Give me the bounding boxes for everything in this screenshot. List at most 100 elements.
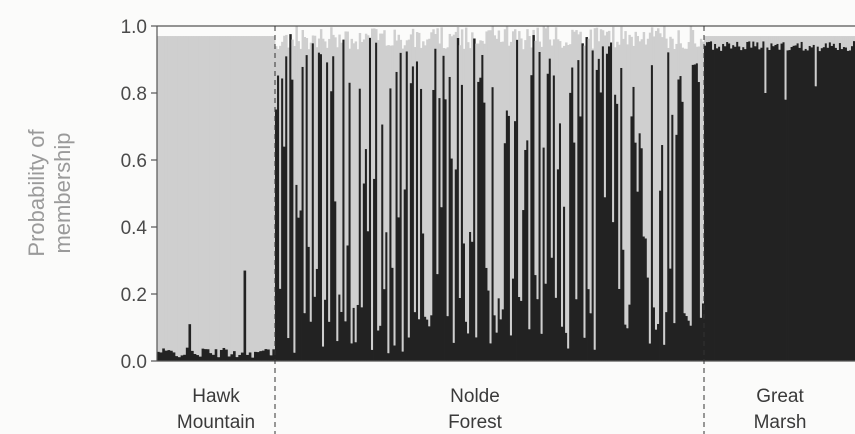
bar-dark	[808, 45, 812, 362]
bar-dark	[375, 42, 378, 362]
axes-frame	[156, 25, 855, 362]
bar-light	[235, 36, 239, 358]
bar-light	[850, 36, 854, 47]
bar-light	[710, 36, 713, 42]
bar-dark	[614, 94, 617, 362]
bar-light	[720, 36, 723, 51]
bar-light	[477, 43, 480, 82]
bar-dark	[436, 274, 439, 361]
bar-dark	[628, 304, 631, 361]
bar-dark	[718, 46, 721, 361]
bar-dark	[828, 42, 832, 361]
bar-dark	[622, 249, 625, 361]
group-label: Hawk	[192, 386, 240, 407]
bar-dark	[661, 145, 664, 361]
bar-dark	[714, 43, 717, 361]
bar-light	[428, 38, 431, 327]
bar-dark	[640, 148, 644, 361]
bar-dark	[540, 333, 544, 361]
bar-light	[616, 41, 619, 104]
bar-dark	[695, 63, 699, 362]
bar-light	[383, 30, 386, 290]
bar-light	[840, 36, 844, 50]
bar-dark	[848, 50, 852, 362]
bar-dark	[324, 299, 327, 361]
bar-light	[446, 47, 450, 317]
bar-light	[766, 36, 769, 48]
bar-light	[612, 26, 615, 223]
bar-dark	[272, 349, 276, 361]
bar-dark	[554, 297, 558, 361]
bar-light	[317, 38, 321, 53]
bar-light	[744, 36, 747, 50]
bar-light	[792, 36, 795, 46]
bar-light	[712, 36, 715, 50]
bar-dark	[477, 81, 480, 362]
bar-light	[254, 36, 258, 352]
bar-light	[697, 46, 701, 83]
bar-dark	[665, 312, 668, 361]
bar-light	[281, 41, 284, 79]
bar-dark	[219, 349, 223, 361]
bar-light	[264, 36, 268, 350]
bar-dark	[579, 116, 582, 361]
bar-dark	[520, 300, 523, 361]
bar-light	[462, 48, 466, 244]
bar-dark	[683, 313, 687, 361]
bar-dark	[780, 43, 783, 361]
bar-dark	[530, 75, 533, 362]
bar-dark	[217, 357, 221, 361]
bar-dark	[567, 348, 570, 361]
y-tick-label: 0.2	[121, 285, 147, 306]
bar-dark	[548, 58, 552, 361]
bar-dark	[344, 321, 347, 361]
bar-light	[786, 36, 789, 51]
bar-light	[243, 36, 247, 271]
bar-light	[269, 36, 273, 356]
bar-light	[667, 47, 670, 53]
bar-dark	[193, 354, 197, 361]
bar-dark	[742, 47, 745, 362]
bar-light	[732, 36, 735, 46]
bar-light	[679, 43, 682, 77]
bar-dark	[287, 338, 290, 361]
bar-dark	[446, 316, 450, 361]
bar-dark	[708, 41, 711, 361]
bar-dark	[458, 298, 462, 361]
bar-dark	[798, 47, 802, 361]
y-tick-label: 0.0	[121, 352, 147, 373]
bar-light	[251, 36, 255, 358]
bar-light	[802, 36, 806, 51]
bar-light	[524, 40, 527, 150]
bar-light	[842, 36, 846, 48]
bar-dark	[487, 290, 490, 361]
bar-light	[814, 36, 818, 87]
bar-light	[201, 36, 205, 349]
bar-dark	[399, 52, 403, 361]
bar-light	[532, 29, 535, 36]
bar-dark	[644, 238, 648, 361]
bar-dark	[159, 352, 163, 361]
bar-dark	[852, 41, 855, 362]
bar-light	[561, 47, 564, 327]
bar-dark	[800, 41, 804, 362]
bar-light	[650, 27, 654, 66]
bar-dark	[593, 349, 597, 361]
bar-light	[834, 36, 838, 48]
bar-dark	[235, 357, 239, 361]
bar-dark	[514, 121, 517, 362]
bar-light	[309, 42, 313, 322]
bar-dark	[669, 268, 672, 361]
bar-light	[768, 36, 771, 50]
bar-dark	[802, 50, 806, 361]
bar-light	[188, 36, 192, 325]
bar-dark	[334, 201, 337, 361]
bar-light	[728, 36, 731, 44]
bar-dark	[467, 333, 470, 361]
bar-dark	[198, 356, 202, 361]
bar-light	[571, 29, 574, 68]
bar-light	[364, 33, 368, 150]
bar-light	[377, 40, 380, 331]
bar-light	[726, 36, 729, 43]
